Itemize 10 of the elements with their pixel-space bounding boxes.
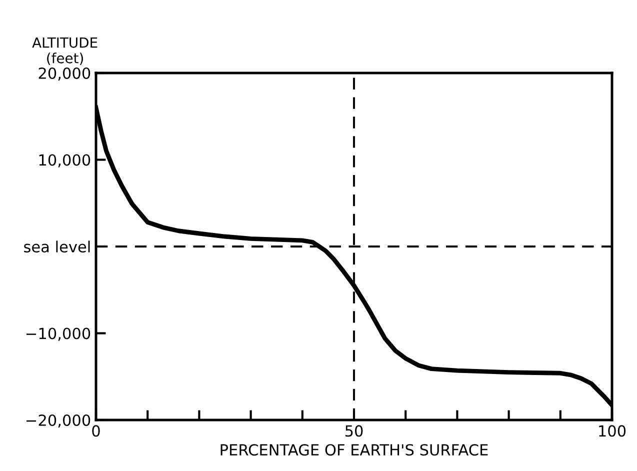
y-tick-label: 20,000: [38, 67, 90, 81]
x-axis-title: PERCENTAGE OF EARTH'S SURFACE: [220, 444, 488, 456]
y-tick-label: −10,000: [26, 328, 90, 341]
y-tick-label: −20,000: [26, 414, 90, 428]
y-axis-title: ALTITUDE (feet): [32, 37, 98, 66]
x-tick-label: 0: [92, 425, 100, 437]
x-tick-label: 50: [345, 425, 363, 437]
y-tick-label: sea level: [24, 240, 90, 253]
x-tick-label: 100: [599, 425, 626, 437]
y-tick-label: 10,000: [39, 154, 90, 168]
